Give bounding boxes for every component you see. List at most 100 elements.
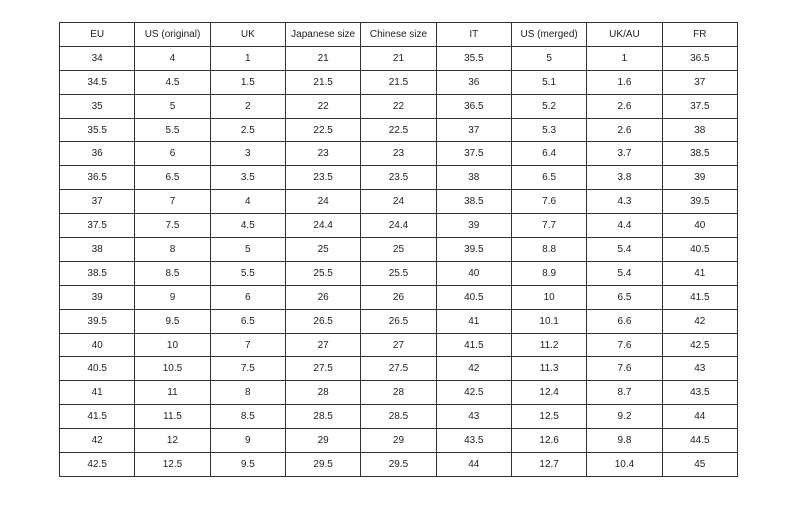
table-cell: 5.2 <box>510 93 588 119</box>
table-cell: 39 <box>58 284 136 310</box>
table-cell: 1 <box>586 45 663 71</box>
table-cell: 24 <box>360 189 437 215</box>
table-cell: 42 <box>661 308 739 334</box>
table-cell: 42 <box>58 428 136 454</box>
table-row: 42.5 12.5 9.5 29.5 29.5 44 12.7 10.4 45 <box>58 452 739 477</box>
table-cell: 41 <box>435 308 512 334</box>
table-cell: 7.6 <box>510 189 588 215</box>
table-row: 41.5 11.5 8.5 28.5 28.5 43 12.5 9.2 44 <box>58 404 739 430</box>
table-row: 42 12 9 29 29 43.5 12.6 9.8 44.5 <box>58 428 739 454</box>
table-cell: 3.5 <box>209 165 286 191</box>
table-cell: 8 <box>134 237 211 262</box>
table-cell: 10.1 <box>510 308 588 334</box>
table-cell: 28.5 <box>360 404 437 430</box>
table-cell: 9.2 <box>586 404 663 430</box>
table-cell: 44.5 <box>661 428 739 454</box>
table-cell: 23 <box>360 141 437 167</box>
table-cell: 27 <box>284 332 362 358</box>
table-cell: 36.5 <box>58 165 136 191</box>
column-header: US (merged) <box>510 22 588 47</box>
table-cell: 37 <box>661 69 739 95</box>
table-cell: 8.7 <box>586 380 663 406</box>
table-cell: 42 <box>435 356 512 382</box>
size-conversion-table: EU US (original) UK Japanese size Chinese si… <box>58 22 739 477</box>
table-cell: 7 <box>209 332 286 358</box>
table-row: 40.5 10.5 7.5 27.5 27.5 42 11.3 7.6 43 <box>58 356 739 382</box>
table-cell: 9.5 <box>209 452 286 477</box>
column-header: US (original) <box>134 22 211 47</box>
table-cell: 25 <box>360 237 437 262</box>
table-row: 37.5 7.5 4.5 24.4 24.4 39 7.7 4.4 40 <box>58 213 739 239</box>
table-cell: 29 <box>284 428 362 454</box>
column-header: Japanese size <box>284 22 362 47</box>
table-cell: 27.5 <box>360 356 437 382</box>
table-cell: 37.5 <box>435 141 512 167</box>
table-cell: 23.5 <box>360 165 437 191</box>
table-cell: 41.5 <box>58 404 136 430</box>
table-cell: 3.7 <box>586 141 663 167</box>
table-cell: 24.4 <box>284 213 362 239</box>
table-cell: 28 <box>284 380 362 406</box>
table-row: 39.5 9.5 6.5 26.5 26.5 41 10.1 6.6 42 <box>58 308 739 334</box>
table-cell: 39.5 <box>661 189 739 215</box>
table-row: 36 6 3 23 23 37.5 6.4 3.7 38.5 <box>58 141 739 167</box>
table-cell: 21 <box>284 45 362 71</box>
table-cell: 28 <box>360 380 437 406</box>
table-row: 38.5 8.5 5.5 25.5 25.5 40 8.9 5.4 41 <box>58 260 739 286</box>
table-cell: 26.5 <box>360 308 437 334</box>
table-cell: 7.5 <box>134 213 211 239</box>
table-cell: 5.3 <box>510 117 588 143</box>
table-cell: 36.5 <box>661 45 739 71</box>
table-cell: 26.5 <box>284 308 362 334</box>
table-cell: 42.5 <box>661 332 739 358</box>
table-cell: 41.5 <box>435 332 512 358</box>
table-cell: 37.5 <box>58 213 136 239</box>
table-cell: 2.6 <box>586 117 663 143</box>
table-row: 35 5 2 22 22 36.5 5.2 2.6 37.5 <box>58 93 739 119</box>
table-cell: 4 <box>134 45 211 71</box>
table-cell: 40 <box>661 213 739 239</box>
table-cell: 39.5 <box>435 237 512 262</box>
table-cell: 29 <box>360 428 437 454</box>
table-cell: 5.1 <box>510 69 588 95</box>
table-cell: 12.5 <box>134 452 211 477</box>
table-cell: 5.5 <box>134 117 211 143</box>
table-cell: 6.5 <box>510 165 588 191</box>
table-cell: 11.2 <box>510 332 588 358</box>
table-cell: 41 <box>661 260 739 286</box>
table-cell: 29.5 <box>284 452 362 477</box>
table-row: 39 9 6 26 26 40.5 10 6.5 41.5 <box>58 284 739 310</box>
table-cell: 40.5 <box>435 284 512 310</box>
table-cell: 10.5 <box>134 356 211 382</box>
table-cell: 34.5 <box>58 69 136 95</box>
table-cell: 38.5 <box>58 260 136 286</box>
table-cell: 45 <box>661 452 739 477</box>
table-cell: 7.7 <box>510 213 588 239</box>
table-cell: 40.5 <box>58 356 136 382</box>
table-cell: 12.4 <box>510 380 588 406</box>
table-cell: 40 <box>58 332 136 358</box>
table-cell: 7 <box>134 189 211 215</box>
column-header: FR <box>661 22 739 47</box>
table-cell: 44 <box>661 404 739 430</box>
table-cell: 23 <box>284 141 362 167</box>
table-cell: 1.6 <box>586 69 663 95</box>
table-cell: 37 <box>435 117 512 143</box>
table-cell: 4.3 <box>586 189 663 215</box>
table-cell: 2.5 <box>209 117 286 143</box>
table-cell: 12.6 <box>510 428 588 454</box>
table-cell: 9 <box>134 284 211 310</box>
table-cell: 8.8 <box>510 237 588 262</box>
table-cell: 39.5 <box>58 308 136 334</box>
table-cell: 38 <box>58 237 136 262</box>
table-body: 34 4 1 21 21 35.5 5 1 36.5 34.5 4.5 1.5 21.5 21.5 36 5.… <box>58 45 739 477</box>
table-cell: 11.3 <box>510 356 588 382</box>
table-cell: 6.5 <box>586 284 663 310</box>
table-cell: 5.4 <box>586 237 663 262</box>
column-header: IT <box>435 22 512 47</box>
table-cell: 41.5 <box>661 284 739 310</box>
table-cell: 10.4 <box>586 452 663 477</box>
table-cell: 8.9 <box>510 260 588 286</box>
table-cell: 5.5 <box>209 260 286 286</box>
table-cell: 3 <box>209 141 286 167</box>
